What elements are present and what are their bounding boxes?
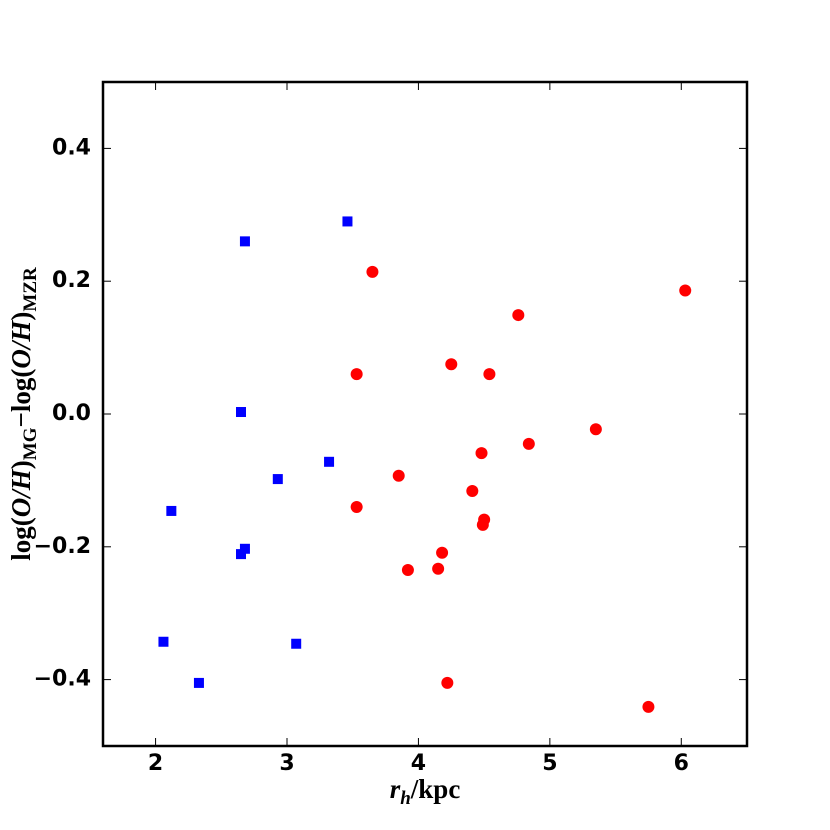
circle-point (679, 284, 692, 297)
y-label-part: MZR (20, 267, 41, 312)
x-tick-label: 2 (148, 751, 163, 776)
x-tick-label: 3 (279, 751, 294, 776)
circle-point (392, 469, 405, 482)
y-tick-label: 0.0 (52, 401, 91, 426)
x-tick-label: 5 (542, 751, 557, 776)
circle-point (366, 265, 379, 278)
square-point (239, 543, 250, 554)
x-tick-label: 4 (411, 751, 426, 776)
y-label-part: log( (6, 517, 36, 561)
square-point (272, 474, 283, 485)
y-tick-label: −0.2 (34, 534, 91, 559)
circle-point (476, 518, 489, 531)
circle-point (401, 564, 414, 577)
y-label-part: MG (20, 427, 41, 460)
square-point (342, 216, 353, 227)
y-tick-label: −0.4 (34, 667, 91, 692)
y-label-part: ) (6, 312, 36, 321)
y-axis-label: log(O/H)MG−log(O/H)MZR (6, 267, 41, 561)
x-label-part: /kpc (410, 774, 461, 804)
circle-point (432, 562, 445, 575)
y-label-part: O/H (6, 320, 36, 369)
circle-point (441, 676, 454, 689)
circle-point (436, 546, 449, 559)
x-label-part: h (400, 788, 411, 809)
y-label-part: −log( (6, 369, 36, 428)
circle-point (483, 368, 496, 381)
square-point (236, 407, 246, 418)
square-point (166, 505, 177, 516)
circle-point (522, 437, 535, 450)
plot-frame (101, 80, 749, 748)
x-tick-label: 6 (674, 751, 689, 776)
square-point (239, 236, 250, 247)
y-label-part: O/H (6, 468, 36, 517)
circle-point (466, 485, 479, 498)
y-tick-label: 0.2 (52, 268, 91, 293)
square-point (291, 638, 302, 649)
square-point (324, 456, 335, 467)
x-label-part: r (390, 774, 401, 804)
square-point (236, 549, 246, 560)
y-label-part: ) (6, 460, 36, 469)
circle-point (350, 500, 363, 513)
square-point (193, 677, 204, 688)
circle-point (475, 447, 488, 460)
x-axis-label: rh/kpc (390, 774, 461, 809)
circle-point (589, 423, 602, 436)
circle-point (445, 358, 458, 371)
square-point (158, 636, 169, 647)
circle-point (512, 309, 525, 322)
y-tick-label: 0.4 (52, 135, 91, 160)
circle-point (350, 368, 363, 381)
circle-point (642, 700, 655, 713)
